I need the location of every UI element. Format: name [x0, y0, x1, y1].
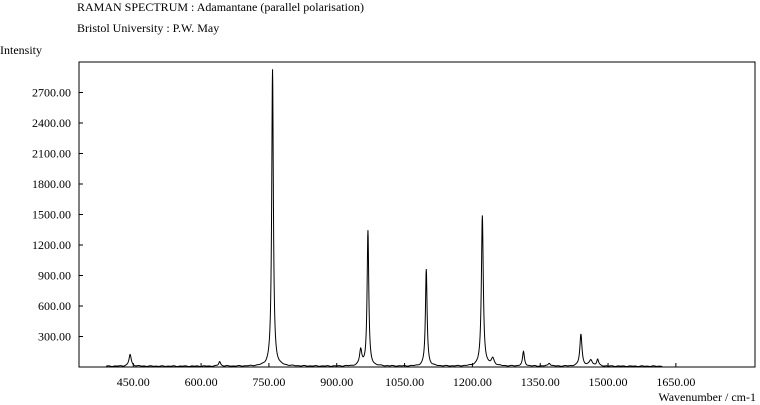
x-tick-label: 900.00 — [320, 375, 353, 389]
x-tick-label: 1500.00 — [589, 375, 628, 389]
x-tick-label: 1350.00 — [521, 375, 560, 389]
y-axis-label: Intensity — [0, 43, 42, 57]
y-axis-ticks: 300.00 600.00 900.00 1200.00 1500.00 1800.00 2… — [32, 86, 83, 344]
y-tick-label: 900.00 — [38, 269, 71, 283]
x-tick-label: 450.00 — [117, 375, 150, 389]
y-tick-label: 300.00 — [38, 330, 71, 344]
chart-title: RAMAN SPECTRUM : Adamantane (parallel po… — [77, 0, 364, 14]
spectrum-line — [106, 69, 663, 368]
y-tick-label: 2400.00 — [32, 116, 71, 130]
y-tick-label: 1800.00 — [32, 177, 71, 191]
x-axis-ticks: 450.00 600.00 750.00 900.00 1050.00 1200.00 13… — [117, 363, 695, 389]
y-tick-label: 600.00 — [38, 299, 71, 313]
x-tick-label: 750.00 — [252, 375, 285, 389]
x-axis-label: Wavenumber / cm-1 — [658, 390, 756, 404]
x-tick-label: 1050.00 — [385, 375, 424, 389]
y-tick-label: 1500.00 — [32, 208, 71, 222]
x-tick-label: 1650.00 — [656, 375, 695, 389]
y-tick-label: 2700.00 — [32, 86, 71, 100]
chart-subtitle: Bristol University : P.W. May — [77, 21, 220, 35]
x-tick-label: 1200.00 — [453, 375, 492, 389]
plot-frame — [78, 61, 756, 368]
y-tick-label: 1200.00 — [32, 238, 71, 252]
y-tick-label: 2100.00 — [32, 147, 71, 161]
x-tick-label: 600.00 — [185, 375, 218, 389]
